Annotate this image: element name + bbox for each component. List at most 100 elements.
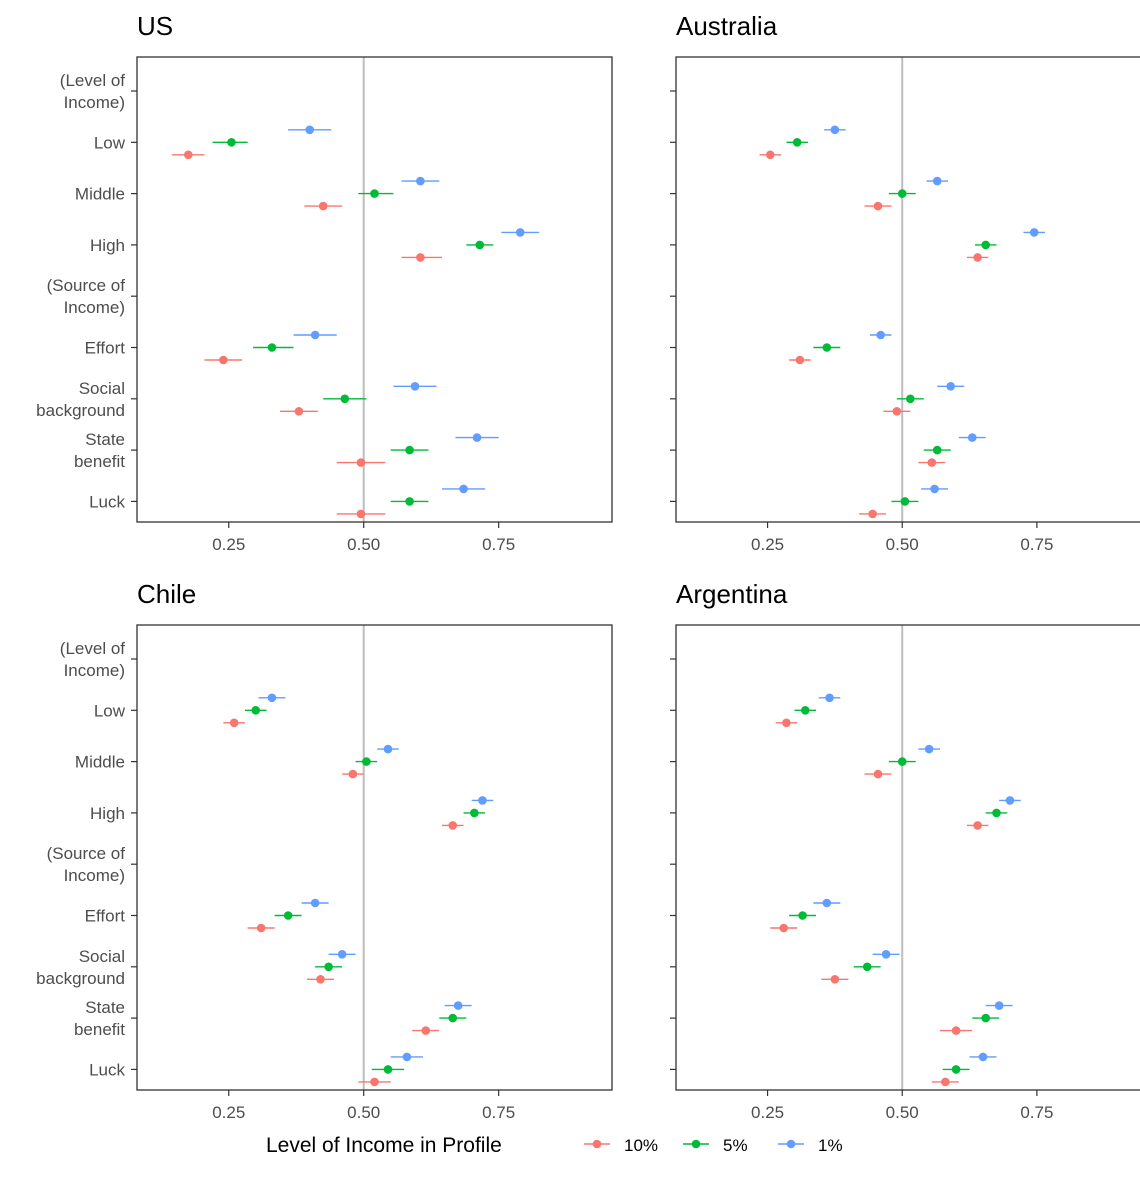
- data-point: [868, 509, 877, 519]
- data-point: [873, 201, 883, 211]
- x-tick-label: 0.25: [212, 535, 245, 554]
- data-point: [316, 975, 325, 984]
- y-tick-label-line: background: [36, 969, 125, 988]
- data-point: [310, 330, 320, 340]
- y-tick-label-line: Social: [79, 947, 125, 966]
- data-point: [951, 1026, 961, 1035]
- legend-key-point: [691, 1139, 701, 1149]
- y-tick-label: Middle: [75, 753, 125, 772]
- y-tick-label: Social background: [36, 379, 125, 420]
- y-tick-label: (Level of Income): [60, 639, 125, 680]
- data-point: [981, 240, 991, 250]
- legend: Level of Income in Profile 10% 5% 1%: [266, 1134, 843, 1157]
- legend-key-point: [592, 1139, 602, 1149]
- x-tick-label: 0.50: [347, 1103, 380, 1122]
- panel-australia: Australia 0.25 0.50 0.75: [670, 11, 1140, 554]
- data-point: [798, 911, 807, 920]
- data-point: [183, 150, 193, 160]
- data-point: [892, 407, 902, 416]
- x-tick-label: 0.50: [886, 1103, 919, 1122]
- data-point: [383, 1065, 393, 1074]
- x-tick-label: 0.50: [347, 535, 380, 554]
- data-point: [219, 355, 228, 365]
- y-tick-label: (Source of Income): [47, 844, 126, 885]
- data-point: [825, 693, 834, 703]
- data-point: [348, 769, 358, 779]
- data-point: [515, 228, 525, 237]
- data-point: [830, 975, 840, 984]
- y-tick-label-line: Middle: [75, 753, 125, 772]
- data-point: [981, 1013, 991, 1023]
- y-tick-label-line: benefit: [74, 1020, 125, 1039]
- x-tick-label: 0.25: [212, 1103, 245, 1122]
- data-point: [475, 240, 485, 250]
- data-point: [941, 1077, 950, 1087]
- data-point: [448, 821, 458, 830]
- data-point: [897, 189, 907, 198]
- data-point: [1029, 228, 1039, 237]
- y-tick-label-line: State: [85, 430, 125, 449]
- y-tick-label: High: [90, 236, 125, 255]
- data-point: [800, 706, 810, 715]
- data-point: [792, 138, 802, 147]
- panel-title: Australia: [676, 11, 778, 41]
- y-tick-label-line: High: [90, 804, 125, 823]
- y-tick-label-line: Effort: [85, 339, 126, 358]
- y-tick-label: Social background: [36, 947, 125, 988]
- x-tick-label: 0.75: [1020, 1103, 1053, 1122]
- x-tick-label: 0.50: [886, 535, 919, 554]
- y-tick-label-line: State: [85, 998, 125, 1017]
- y-tick-label: (Level of Income): [60, 71, 125, 112]
- data-point: [370, 189, 379, 198]
- data-point: [881, 950, 891, 959]
- y-tick-label: State benefit: [74, 998, 125, 1039]
- data-point: [795, 355, 805, 365]
- y-tick-label-line: Income): [64, 298, 125, 317]
- data-point: [822, 898, 832, 908]
- data-point: [356, 509, 366, 519]
- data-point: [324, 962, 333, 972]
- y-tick-label-line: Luck: [89, 1060, 125, 1079]
- x-tick-label: 0.75: [1020, 535, 1053, 554]
- panel-border: [136, 624, 613, 1091]
- data-point: [453, 1001, 463, 1010]
- data-point: [410, 382, 420, 391]
- panel-border: [675, 56, 1140, 523]
- y-tick-label: Low: [94, 133, 126, 152]
- panel-title: US: [137, 11, 173, 41]
- data-point: [1005, 796, 1015, 805]
- panel-chile: Chile (Level of Income) Low Middle High (Sourc…: [36, 579, 613, 1122]
- panel-argentina: Argentina 0.25 0.50 0.75: [670, 579, 1140, 1122]
- legend-entry-label: 10%: [624, 1136, 658, 1155]
- data-point: [402, 1052, 412, 1062]
- data-point: [416, 253, 425, 262]
- data-point: [822, 343, 832, 352]
- y-tick-label-line: (Source of: [47, 844, 126, 863]
- data-point: [310, 898, 320, 908]
- y-tick-label: Middle: [75, 185, 125, 204]
- data-point: [318, 201, 328, 211]
- data-point: [897, 757, 907, 766]
- data-point: [973, 821, 982, 830]
- data-point: [779, 923, 789, 933]
- data-point: [994, 1001, 1004, 1010]
- data-point: [459, 484, 468, 494]
- data-point: [448, 1013, 458, 1023]
- data-point: [930, 484, 939, 494]
- data-point: [305, 125, 315, 135]
- y-tick-label-line: (Source of: [47, 276, 126, 295]
- legend-key-point: [786, 1139, 796, 1149]
- panel-us: US (Level of Income) Low Middle High (Source o…: [36, 11, 613, 554]
- data-point: [256, 923, 266, 933]
- y-tick-label-line: High: [90, 236, 125, 255]
- panel-title: Chile: [137, 579, 196, 609]
- data-point: [370, 1077, 379, 1087]
- data-point: [973, 253, 982, 262]
- data-point: [405, 445, 414, 455]
- data-point: [927, 458, 937, 467]
- data-point: [830, 125, 840, 135]
- data-point: [383, 744, 393, 754]
- data-point: [906, 394, 915, 404]
- data-point: [294, 407, 304, 416]
